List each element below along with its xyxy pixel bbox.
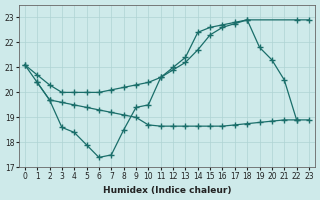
X-axis label: Humidex (Indice chaleur): Humidex (Indice chaleur) — [103, 186, 231, 195]
